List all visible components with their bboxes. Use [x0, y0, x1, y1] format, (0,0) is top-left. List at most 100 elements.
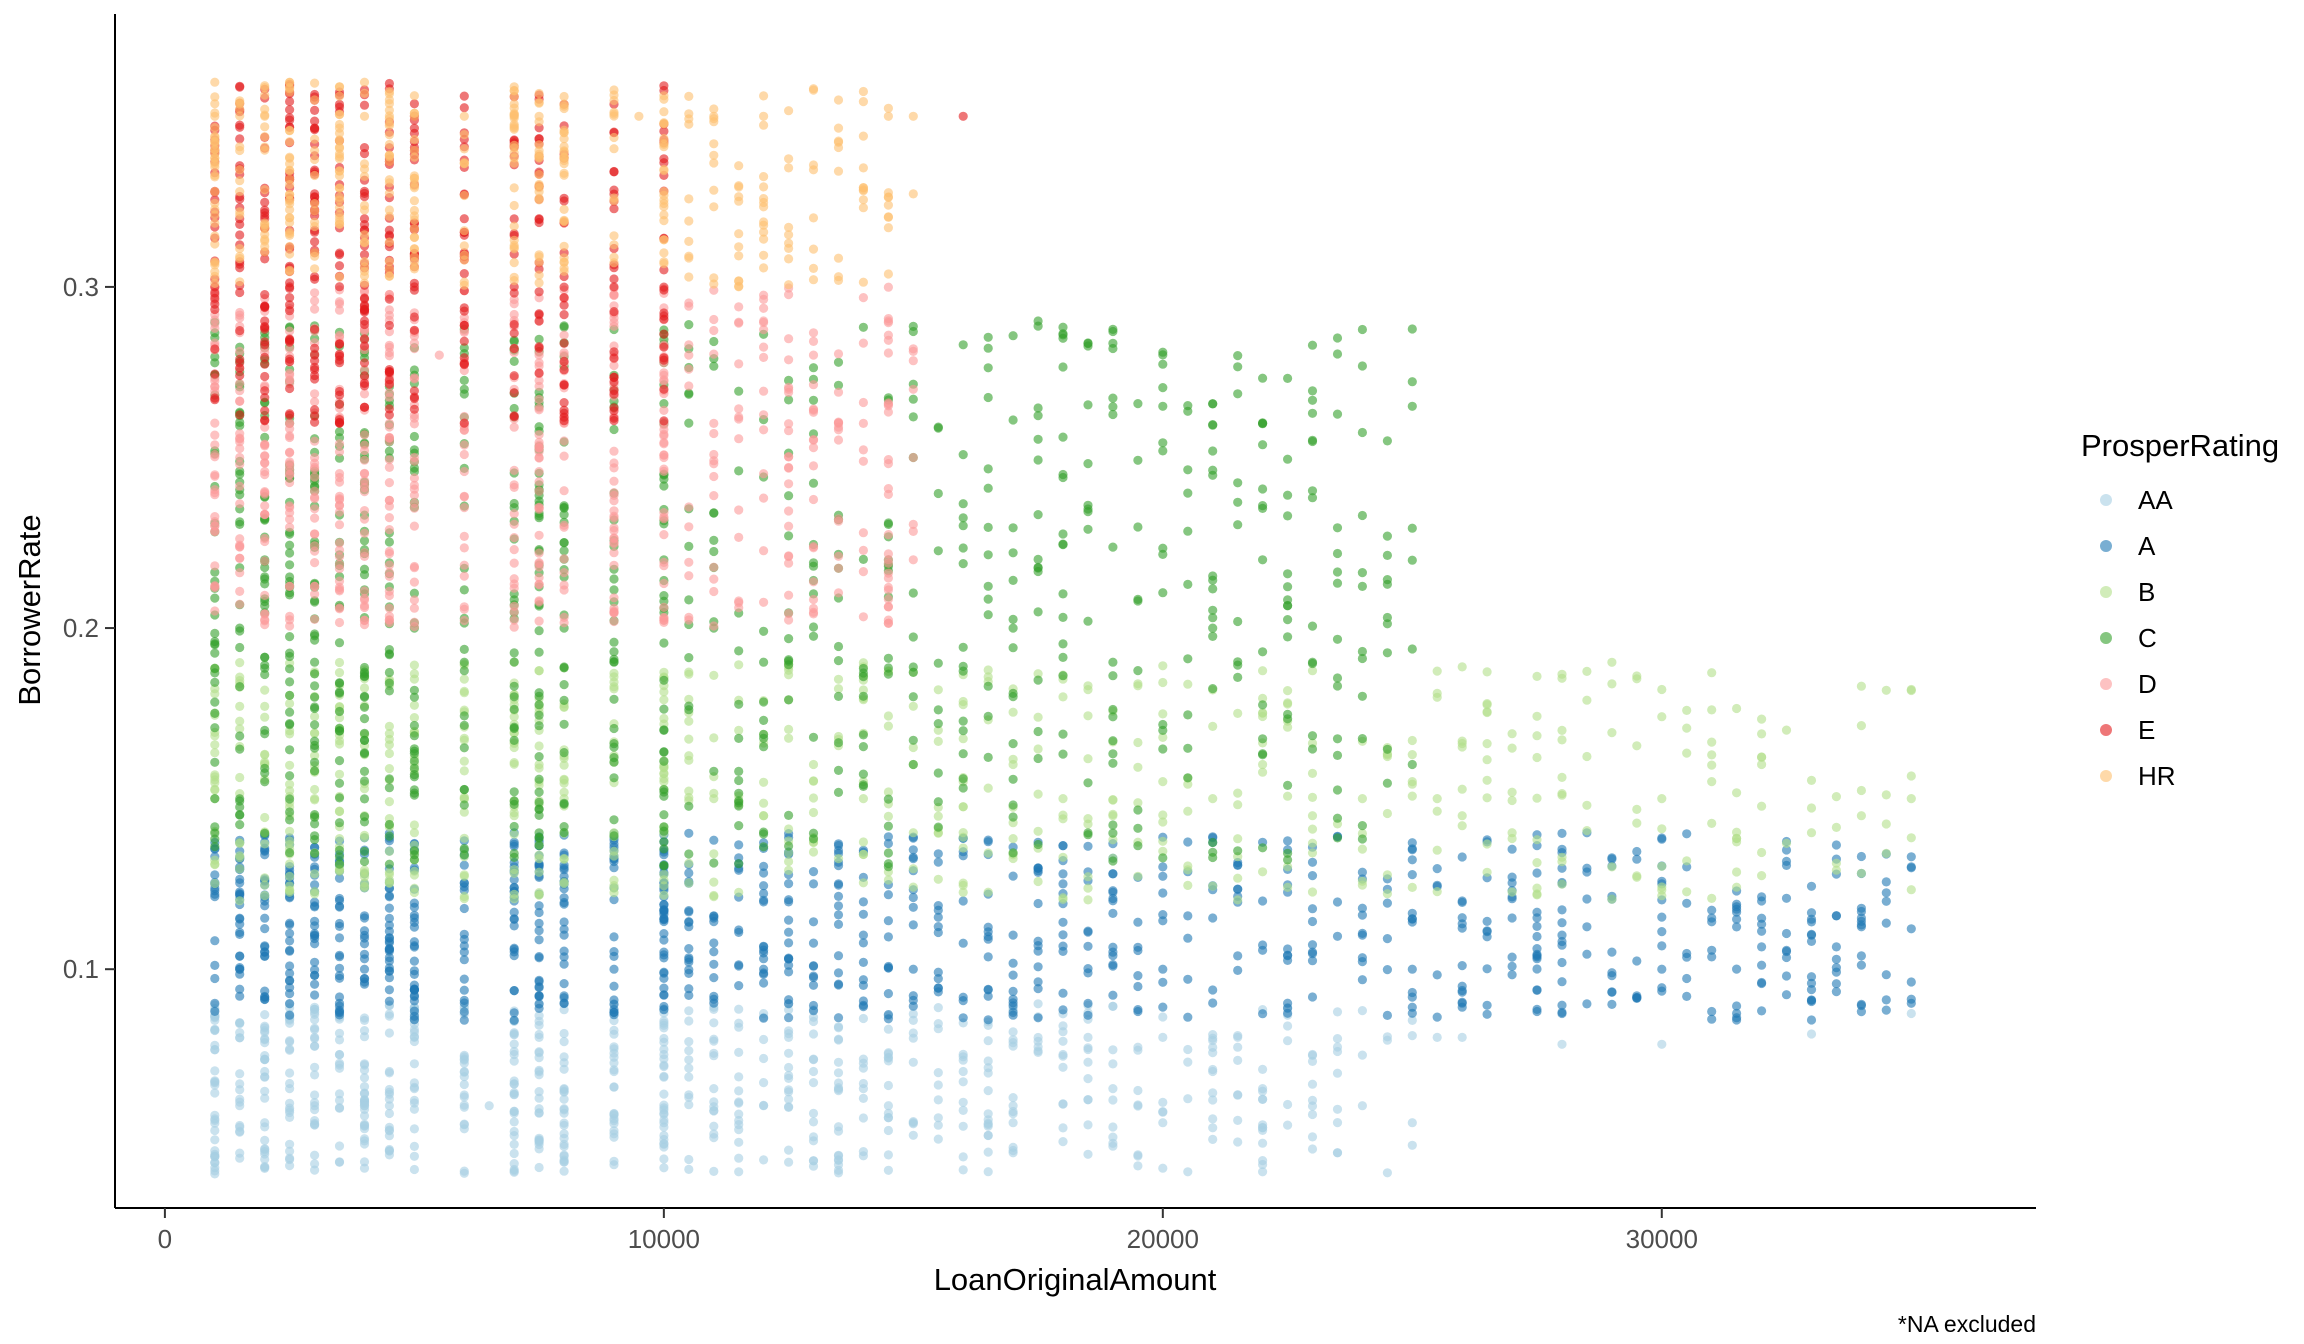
data-point	[260, 873, 270, 883]
data-point	[1208, 584, 1218, 594]
data-point	[534, 907, 544, 918]
data-point	[559, 1105, 569, 1115]
data-point	[1457, 738, 1467, 749]
data-point	[235, 111, 245, 121]
data-point	[1881, 918, 1891, 928]
data-point	[285, 282, 295, 292]
data-point	[1158, 732, 1168, 743]
data-point	[808, 461, 819, 471]
data-point	[1008, 812, 1018, 822]
data-point	[509, 758, 519, 768]
data-point	[759, 469, 769, 479]
data-point	[933, 705, 943, 715]
data-point	[409, 1006, 419, 1016]
data-point	[559, 1094, 569, 1104]
data-point	[1582, 826, 1592, 836]
data-point	[1058, 362, 1068, 372]
data-point	[310, 1090, 320, 1100]
data-point	[1632, 854, 1642, 864]
data-point	[1058, 639, 1068, 649]
data-point	[285, 786, 295, 796]
data-point	[609, 647, 619, 657]
data-point	[1482, 707, 1492, 718]
data-point	[784, 375, 794, 385]
data-point	[334, 963, 345, 973]
data-point	[359, 514, 370, 524]
data-point	[1208, 605, 1218, 615]
data-point	[1233, 860, 1243, 871]
data-point	[559, 748, 569, 758]
data-point	[459, 998, 469, 1008]
data-point	[958, 1121, 968, 1131]
data-point	[1033, 867, 1043, 878]
data-point	[759, 386, 769, 396]
data-point	[310, 125, 320, 135]
data-point	[559, 408, 569, 418]
data-point	[833, 349, 844, 359]
data-point	[260, 236, 270, 246]
data-point	[1058, 894, 1068, 905]
data-point	[285, 572, 295, 582]
data-point	[1108, 712, 1118, 722]
data-point	[1008, 575, 1018, 586]
data-point	[235, 810, 245, 820]
data-point	[659, 967, 669, 977]
data-point	[210, 757, 220, 767]
data-point	[310, 1101, 320, 1111]
data-point	[1307, 408, 1318, 418]
data-point	[659, 913, 669, 924]
data-point	[534, 752, 544, 762]
data-point	[1557, 879, 1567, 889]
data-point	[310, 581, 320, 591]
data-point	[784, 865, 794, 876]
data-point	[659, 514, 669, 524]
data-point	[285, 1154, 295, 1165]
data-point	[734, 1098, 744, 1108]
data-point	[1781, 725, 1792, 735]
data-point	[1283, 855, 1293, 865]
data-point	[784, 230, 794, 240]
data-point	[833, 738, 844, 748]
data-point	[359, 620, 370, 630]
data-point	[310, 370, 320, 381]
data-point	[1133, 1045, 1143, 1055]
data-point	[384, 891, 394, 901]
data-point	[1757, 752, 1767, 762]
data-point	[359, 749, 370, 759]
data-point	[310, 589, 320, 599]
data-point	[609, 386, 619, 396]
data-point	[260, 302, 270, 313]
data-point	[559, 787, 569, 797]
data-point	[734, 251, 744, 261]
data-point	[509, 1148, 519, 1159]
data-point	[1607, 728, 1617, 738]
data-point	[1557, 828, 1567, 839]
data-point	[384, 205, 394, 215]
data-point	[1357, 957, 1367, 967]
data-point	[1307, 435, 1318, 445]
data-point	[734, 796, 744, 806]
data-point	[409, 685, 419, 695]
data-point	[908, 111, 918, 121]
data-point	[833, 979, 844, 989]
data-point	[858, 1113, 869, 1123]
data-point	[559, 930, 569, 940]
data-point	[684, 612, 694, 623]
data-point	[260, 828, 270, 839]
data-point	[808, 263, 819, 273]
data-point	[1881, 685, 1891, 695]
legend-title: ProsperRating	[2081, 428, 2279, 463]
data-point	[534, 710, 544, 720]
data-point	[709, 1018, 719, 1028]
data-point	[609, 682, 619, 692]
data-point	[958, 340, 968, 350]
data-point	[1208, 446, 1218, 456]
data-point	[759, 1013, 769, 1023]
data-point	[409, 956, 419, 966]
data-point	[933, 967, 943, 977]
data-point	[1806, 985, 1817, 995]
data-point	[210, 708, 220, 719]
data-point	[1058, 1123, 1068, 1133]
data-point	[1407, 870, 1417, 880]
data-point	[285, 1146, 295, 1156]
